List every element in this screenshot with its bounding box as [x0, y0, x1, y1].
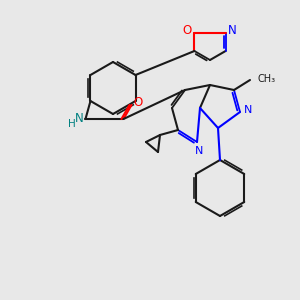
Text: O: O: [183, 23, 192, 37]
Text: N: N: [244, 105, 252, 115]
Text: N: N: [228, 23, 237, 37]
Text: H: H: [68, 119, 75, 129]
Text: CH₃: CH₃: [257, 74, 275, 84]
Text: N: N: [195, 146, 203, 156]
Text: O: O: [134, 97, 143, 110]
Text: N: N: [75, 112, 84, 125]
